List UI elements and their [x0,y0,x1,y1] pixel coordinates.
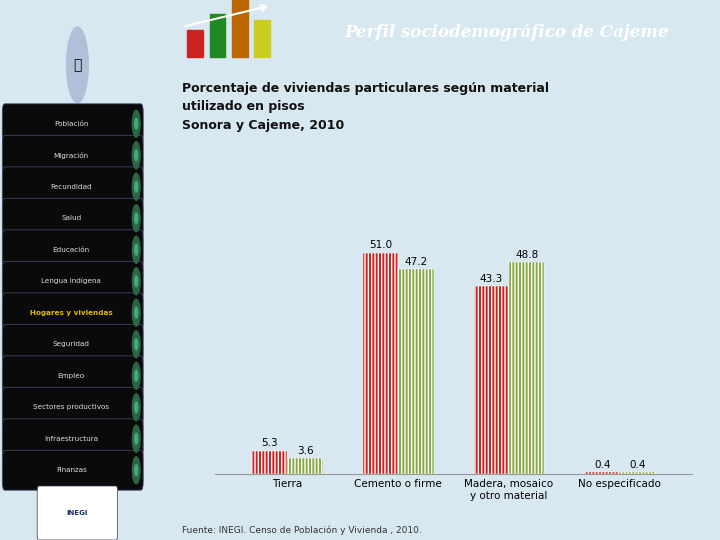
Text: Infraestructura: Infraestructura [44,436,98,442]
FancyBboxPatch shape [2,198,143,238]
Circle shape [132,236,140,263]
Bar [363,253,398,474]
FancyBboxPatch shape [2,293,143,333]
Circle shape [132,268,140,295]
Bar [509,262,544,474]
Circle shape [132,394,140,421]
FancyBboxPatch shape [2,167,143,207]
Text: 43.3: 43.3 [480,274,503,284]
Circle shape [132,330,140,357]
Circle shape [135,181,138,192]
FancyBboxPatch shape [2,450,143,490]
Bar [474,286,509,474]
Circle shape [132,426,140,453]
FancyBboxPatch shape [2,419,143,458]
Text: 3.6: 3.6 [297,446,313,456]
Text: 🏛: 🏛 [73,58,81,72]
FancyBboxPatch shape [2,325,143,364]
FancyBboxPatch shape [2,230,143,269]
Circle shape [132,299,140,326]
Circle shape [132,205,140,232]
Text: 47.2: 47.2 [404,257,428,267]
Text: Población: Población [54,121,89,127]
Text: Educación: Educación [53,247,90,253]
Bar [398,269,433,474]
Text: Lengua indígena: Lengua indígena [41,278,101,285]
FancyBboxPatch shape [2,136,143,175]
FancyBboxPatch shape [2,356,143,396]
Text: 0.4: 0.4 [594,460,611,469]
Circle shape [132,362,140,389]
Text: Seguridad: Seguridad [53,341,90,347]
Bar [254,20,270,57]
Circle shape [132,141,140,168]
Circle shape [135,465,138,476]
Text: INEGI: INEGI [67,510,88,516]
Circle shape [135,339,138,350]
Bar [232,0,248,57]
Text: Fuente: INEGI. Censo de Población y Vivienda , 2010.: Fuente: INEGI. Censo de Población y Vivi… [181,526,421,535]
Circle shape [135,370,138,381]
Text: 48.8: 48.8 [515,250,539,260]
Circle shape [66,27,89,103]
Text: 0.4: 0.4 [629,460,646,469]
Text: Hogares y viviendas: Hogares y viviendas [30,310,112,316]
Circle shape [132,110,140,137]
Circle shape [135,150,138,160]
Text: Porcentaje de viviendas particulares según material
utilizado en pisos
Sonora y : Porcentaje de viviendas particulares seg… [181,82,549,132]
Circle shape [135,433,138,444]
Circle shape [135,402,138,413]
FancyBboxPatch shape [2,104,143,144]
Text: Migración: Migración [54,152,89,159]
Bar [585,472,620,474]
Text: 51.0: 51.0 [369,240,392,251]
Bar [252,451,287,474]
Circle shape [135,244,138,255]
Text: Finanzas: Finanzas [55,467,86,473]
Circle shape [135,213,138,224]
Circle shape [135,118,138,129]
Circle shape [132,457,140,484]
FancyBboxPatch shape [2,261,143,301]
Bar [210,14,225,57]
Text: Sectores productivos: Sectores productivos [33,404,109,410]
FancyBboxPatch shape [37,486,117,540]
Text: Fecundidad: Fecundidad [50,184,92,190]
Text: Salud: Salud [61,215,81,221]
Circle shape [135,307,138,318]
Circle shape [132,173,140,200]
Bar [287,458,323,474]
Bar [620,472,655,474]
Text: 5.3: 5.3 [261,438,278,448]
Text: Empleo: Empleo [58,373,85,379]
Text: Perfil sociodemográfico de Cajeme: Perfil sociodemográfico de Cajeme [345,24,669,41]
Bar [187,30,203,57]
FancyBboxPatch shape [2,387,143,427]
Circle shape [135,276,138,287]
